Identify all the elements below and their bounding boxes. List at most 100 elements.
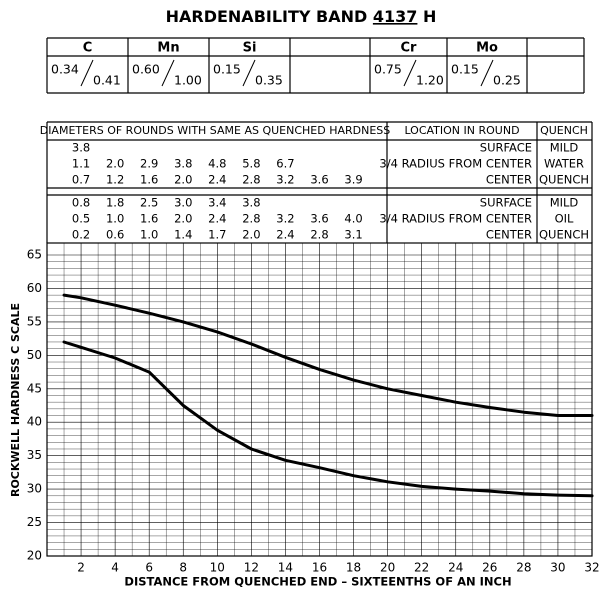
quench-label: QUENCH: [539, 173, 589, 187]
diameter-value: 3.0: [174, 196, 192, 210]
diameter-value: 1.0: [140, 228, 158, 242]
y-tick-label: 40: [27, 415, 42, 429]
y-tick-label: 50: [27, 348, 42, 362]
max-value: 0.41: [93, 73, 121, 88]
x-tick-label: 32: [584, 561, 599, 575]
diameter-value: 1.0: [106, 212, 124, 226]
y-tick-label: 60: [27, 281, 42, 295]
x-tick-label: 4: [111, 561, 119, 575]
diameter-value: 0.6: [106, 228, 124, 242]
title: HARDENABILITY BAND 4137 H: [166, 7, 437, 26]
x-tick-label: 10: [210, 561, 225, 575]
fraction-slash: [480, 59, 494, 87]
x-tick-label: 22: [414, 561, 429, 575]
table-header: LOCATION IN ROUND: [404, 124, 519, 137]
x-tick-label: 2: [77, 561, 85, 575]
fraction-slash: [403, 59, 417, 87]
x-tick-label: 26: [482, 561, 497, 575]
y-tick-label: 65: [27, 248, 42, 262]
y-tick-label: 35: [27, 448, 42, 462]
table-header: QUENCH: [540, 124, 588, 137]
element-name: Mn: [157, 41, 179, 56]
diameter-value: 3.6: [310, 212, 328, 226]
band-curve: [62, 340, 594, 498]
diameter-value: 3.8: [242, 196, 260, 210]
x-tick-label: 16: [312, 561, 327, 575]
location-label: 3/4 RADIUS FROM CENTER: [379, 212, 532, 226]
x-tick-label: 24: [448, 561, 463, 575]
diameter-value: 2.5: [140, 196, 158, 210]
location-label: 3/4 RADIUS FROM CENTER: [379, 157, 532, 171]
diameter-value: 6.7: [276, 157, 294, 171]
quench-label: MILD: [550, 196, 579, 210]
x-tick-label: 12: [244, 561, 259, 575]
diameter-value: 2.4: [208, 212, 226, 226]
diameter-value: 1.6: [140, 173, 158, 187]
diameter-value: 4.8: [208, 157, 226, 171]
diameter-value: 3.4: [208, 196, 226, 210]
diameter-value: 2.0: [242, 228, 260, 242]
diameter-value: 3.8: [174, 157, 192, 171]
diameter-value: 2.4: [208, 173, 226, 187]
diameter-value: 3.6: [310, 173, 328, 187]
diameter-value: 2.9: [140, 157, 158, 171]
diameter-value: 4.0: [344, 212, 362, 226]
fraction-slash: [80, 59, 94, 87]
quench-label: QUENCH: [539, 228, 589, 242]
min-value: 0.15: [213, 62, 241, 77]
max-value: 1.00: [174, 73, 202, 88]
y-tick-label: 20: [27, 549, 42, 563]
y-tick-label: 55: [27, 314, 42, 328]
element-name: Si: [243, 41, 257, 56]
diameter-value: 3.9: [344, 173, 362, 187]
fraction-slash: [161, 59, 175, 87]
diameter-value: 3.1: [344, 228, 362, 242]
x-tick-label: 14: [278, 561, 293, 575]
quench-label: WATER: [544, 157, 584, 171]
x-tick-label: 8: [179, 561, 187, 575]
location-label: CENTER: [486, 228, 532, 242]
diameter-value: 2.0: [174, 212, 192, 226]
diameter-value: 1.8: [106, 196, 124, 210]
title-grade: 4137: [373, 7, 418, 26]
diameter-value: 2.8: [242, 173, 260, 187]
diameter-value: 2.8: [310, 228, 328, 242]
location-label: SURFACE: [480, 196, 532, 210]
location-label: CENTER: [486, 173, 532, 187]
table-header: DIAMETERS OF ROUNDS WITH SAME AS QUENCHE…: [40, 124, 391, 137]
diameter-value: 1.2: [106, 173, 124, 187]
title-suffix: H: [423, 7, 436, 26]
max-value: 0.25: [493, 73, 521, 88]
element-name: Mo: [476, 41, 498, 56]
diameter-value: 0.7: [72, 173, 90, 187]
diameter-value: 1.4: [174, 228, 192, 242]
diameter-value: 3.8: [72, 141, 90, 155]
max-value: 1.20: [416, 73, 444, 88]
diameter-value: 2.0: [174, 173, 192, 187]
diameter-value: 5.8: [242, 157, 260, 171]
fraction-slash: [242, 59, 256, 87]
x-tick-label: 30: [550, 561, 565, 575]
element-name: C: [83, 41, 93, 56]
band-curve: [62, 293, 594, 417]
quench-label: OIL: [555, 212, 574, 226]
diameter-value: 2.0: [106, 157, 124, 171]
y-tick-label: 45: [27, 381, 42, 395]
diameter-value: 0.2: [72, 228, 90, 242]
max-value: 0.35: [255, 73, 283, 88]
diameter-value: 1.1: [72, 157, 90, 171]
title-prefix: HARDENABILITY BAND: [166, 7, 368, 26]
y-tick-label: 30: [27, 482, 42, 496]
element-name: Cr: [401, 41, 418, 56]
min-value: 0.15: [451, 62, 479, 77]
diameter-value: 3.2: [276, 173, 294, 187]
diameter-value: 3.2: [276, 212, 294, 226]
plot-frame: [46, 242, 593, 557]
diameter-value: 2.4: [276, 228, 294, 242]
y-axis-label: ROCKWELL HARDNESS C SCALE: [9, 303, 22, 497]
location-label: SURFACE: [480, 141, 532, 155]
diameter-value: 2.8: [242, 212, 260, 226]
diameter-value: 1.7: [208, 228, 226, 242]
diameter-value: 0.8: [72, 196, 90, 210]
